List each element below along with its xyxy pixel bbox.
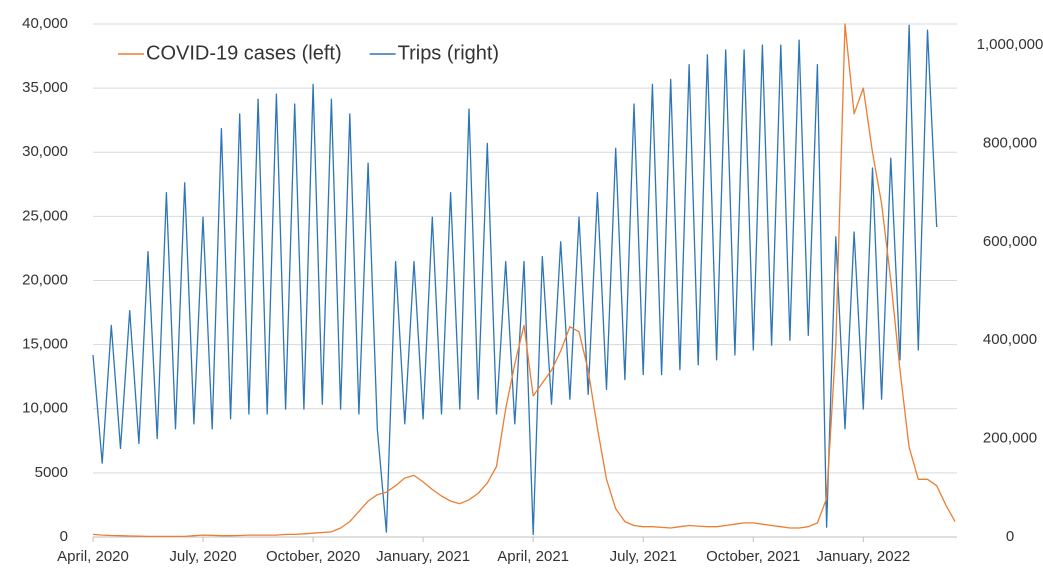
y2-tick-label: 0	[1006, 528, 1014, 545]
series-line	[92, 23, 956, 538]
x-tick-label: January, 2021	[376, 548, 470, 565]
series-line	[92, 24, 938, 536]
y-tick-label: 40,000	[22, 15, 68, 32]
y2-tick-label: 1,000,000	[977, 36, 1043, 53]
x-tick-label: July, 2020	[169, 548, 236, 565]
x-tick-label: October, 2021	[706, 548, 800, 565]
y2-tick-label: 400,000	[983, 331, 1037, 348]
y2-tick-label: 800,000	[983, 134, 1037, 151]
y-tick-label: 30,000	[22, 143, 68, 160]
y-tick-label: 10,000	[22, 400, 68, 417]
x-tick-label: October, 2020	[266, 548, 360, 565]
y2-tick-label: 600,000	[983, 233, 1037, 250]
legend-label: Trips (right)	[398, 42, 499, 64]
y-tick-label: 25,000	[22, 207, 68, 224]
y-tick-label: 15,000	[22, 336, 68, 353]
y-tick-label: 20,000	[22, 271, 68, 288]
legend-label: COVID-19 cases (left)	[146, 42, 342, 64]
y-tick-label: 0	[60, 528, 68, 545]
y-tick-label: 35,000	[22, 79, 68, 96]
y2-tick-label: 200,000	[983, 430, 1037, 447]
x-tick-label: April, 2021	[497, 548, 569, 565]
x-tick-label: January, 2022	[816, 548, 910, 565]
x-tick-label: April, 2020	[57, 548, 129, 565]
y-tick-label: 5000	[35, 464, 68, 481]
x-tick-label: July, 2021	[610, 548, 677, 565]
